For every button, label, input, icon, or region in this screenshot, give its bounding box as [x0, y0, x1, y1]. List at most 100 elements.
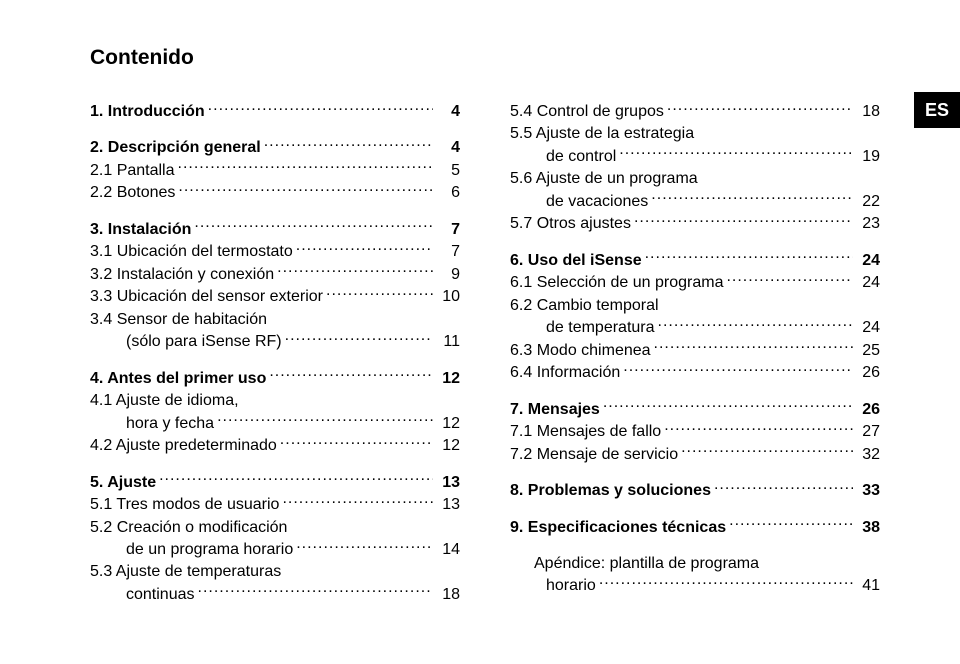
toc-leader	[603, 398, 853, 414]
toc-leader	[654, 339, 853, 355]
toc-entry: de temperatura24	[510, 316, 880, 338]
toc-leader	[208, 100, 433, 116]
toc-entry: 5. Ajuste13	[90, 471, 460, 493]
toc-page-number: 38	[856, 518, 880, 538]
toc-page-number: 13	[436, 495, 460, 515]
toc-label: 3. Instalación	[90, 220, 191, 240]
toc-page-number: 4	[436, 138, 460, 158]
toc-entry: 1. Introducción4	[90, 100, 460, 122]
toc-entry: 7.1 Mensajes de fallo27	[510, 420, 880, 442]
toc-leader	[697, 122, 853, 138]
toc-entry: 6.1 Selección de un programa24	[510, 271, 880, 293]
page-title: Contenido	[90, 46, 890, 70]
toc-label: 2.1 Pantalla	[90, 161, 175, 181]
toc-page-number: 24	[856, 251, 880, 271]
toc-entry: 3.4 Sensor de habitación	[90, 308, 460, 330]
toc-entry: 8. Problemas y soluciones 33	[510, 479, 880, 501]
toc-entry: 3. Instalación 7	[90, 218, 460, 240]
toc-page-number: 12	[436, 436, 460, 456]
toc-label: 7.2 Mensaje de servicio	[510, 445, 678, 465]
toc-page-number: 26	[856, 363, 880, 383]
toc-page-number: 23	[856, 214, 880, 234]
toc-entry: 5.4 Control de grupos18	[510, 100, 880, 122]
toc-page-number: 18	[856, 102, 880, 122]
toc-page-number: 18	[436, 585, 460, 605]
toc-leader	[667, 100, 853, 116]
toc-leader	[701, 167, 853, 183]
toc-label: 3.1 Ubicación del termostato	[90, 242, 293, 262]
toc-label: 7.1 Mensajes de fallo	[510, 422, 661, 442]
toc-leader	[662, 294, 853, 310]
toc-leader	[296, 240, 433, 256]
toc-leader	[242, 389, 433, 405]
toc-label: 4. Antes del primer uso	[90, 369, 266, 389]
toc-label: 3.2 Instalación y conexión	[90, 265, 274, 285]
toc-entry: 6.3 Modo chimenea 25	[510, 339, 880, 361]
toc-leader	[198, 583, 434, 599]
toc-page-number: 41	[856, 576, 880, 596]
toc-label: 5.5 Ajuste de la estrategia	[510, 124, 694, 144]
toc-leader	[194, 218, 433, 234]
toc-label: 5.6 Ajuste de un programa	[510, 169, 698, 189]
toc-column-left: 1. Introducción42. Descripción general42…	[90, 100, 460, 605]
toc-entry: 2.1 Pantalla5	[90, 159, 460, 181]
toc-label: 2. Descripción general	[90, 138, 261, 158]
toc-page-number: 11	[436, 332, 460, 352]
toc-label: 7. Mensajes	[510, 400, 600, 420]
toc-entry: 3.3 Ubicación del sensor exterior10	[90, 285, 460, 307]
toc-page-number: 7	[436, 220, 460, 240]
toc-page-number: 10	[436, 287, 460, 307]
toc-entry: 3.1 Ubicación del termostato7	[90, 240, 460, 262]
toc-page-number: 25	[856, 341, 880, 361]
toc-entry: 5.7 Otros ajustes 23	[510, 212, 880, 234]
toc-entry: 5.3 Ajuste de temperaturas	[90, 560, 460, 582]
toc-leader	[285, 330, 433, 346]
toc-page-number: 13	[436, 473, 460, 493]
toc-label: 5.1 Tres modos de usuario	[90, 495, 279, 515]
toc-label: 2.2 Botones	[90, 183, 175, 203]
toc-label: 4.1 Ajuste de idioma,	[90, 391, 239, 411]
toc-page-number: 19	[856, 147, 880, 167]
toc-page-number: 32	[856, 445, 880, 465]
toc-leader	[284, 560, 433, 576]
toc-page-number: 26	[856, 400, 880, 420]
toc-page-number: 12	[436, 369, 460, 389]
toc-entry: 6. Uso del iSense24	[510, 249, 880, 271]
toc-leader	[714, 479, 853, 495]
toc-label: 4.2 Ajuste predeterminado	[90, 436, 277, 456]
toc-page-number: 9	[436, 265, 460, 285]
toc-entry: 4. Antes del primer uso 12	[90, 367, 460, 389]
toc-leader	[729, 516, 853, 532]
toc-entry: 5.2 Creación o modificación	[90, 516, 460, 538]
toc-leader	[762, 552, 853, 568]
toc-page-number: 12	[436, 414, 460, 434]
toc-leader	[634, 212, 853, 228]
toc-label: de un programa horario	[90, 540, 293, 560]
toc-entry: 7. Mensajes 26	[510, 398, 880, 420]
toc-entry: (sólo para iSense RF)11	[90, 330, 460, 352]
toc-label: 5.7 Otros ajustes	[510, 214, 631, 234]
toc-label: 6.1 Selección de un programa	[510, 273, 723, 293]
toc-label: 1. Introducción	[90, 102, 205, 122]
toc-entry: 5.5 Ajuste de la estrategia	[510, 122, 880, 144]
toc-label: 6.2 Cambio temporal	[510, 296, 659, 316]
toc-entry: 6.4 Información26	[510, 361, 880, 383]
toc-label: de control	[510, 147, 616, 167]
toc-entry: 2.2 Botones6	[90, 181, 460, 203]
toc-entry: 2. Descripción general 4	[90, 136, 460, 158]
toc-entry: 7.2 Mensaje de servicio 32	[510, 443, 880, 465]
toc-entry: continuas18	[90, 583, 460, 605]
document-page: Contenido ES 1. Introducción42. Descripc…	[0, 0, 960, 664]
toc-leader	[270, 308, 433, 324]
toc-label: 8. Problemas y soluciones	[510, 481, 711, 501]
toc-entry: de vacaciones22	[510, 190, 880, 212]
language-tab: ES	[914, 92, 960, 128]
toc-page-number: 22	[856, 192, 880, 212]
toc-column-right: 5.4 Control de grupos185.5 Ajuste de la …	[510, 100, 880, 605]
toc-label: 5.2 Creación o modificación	[90, 518, 287, 538]
toc-page-number: 24	[856, 318, 880, 338]
toc-label: 6.3 Modo chimenea	[510, 341, 651, 361]
toc-entry: horario 41	[510, 574, 880, 596]
toc-leader	[664, 420, 853, 436]
toc-label: 5.3 Ajuste de temperaturas	[90, 562, 281, 582]
